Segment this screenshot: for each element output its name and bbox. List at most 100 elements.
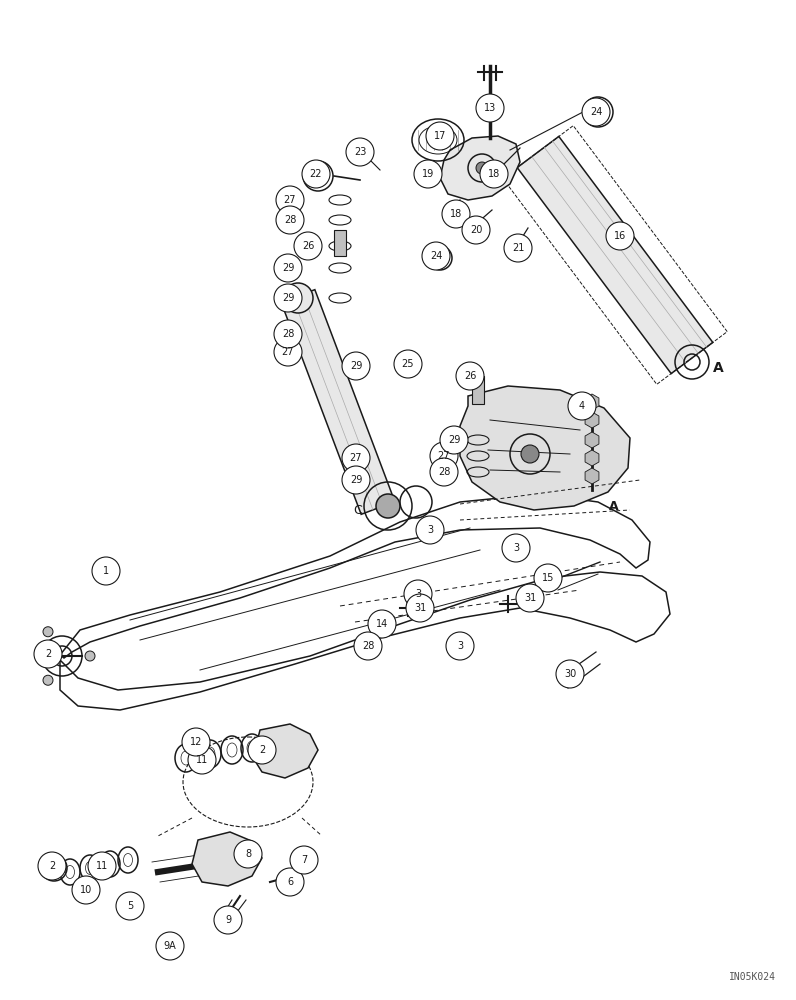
Text: 3: 3 [513,543,519,553]
Text: 29: 29 [282,293,295,303]
Circle shape [288,871,298,881]
Polygon shape [517,136,713,374]
Text: 18: 18 [488,169,500,179]
Text: 22: 22 [310,169,322,179]
Circle shape [534,564,562,592]
Circle shape [294,232,322,260]
Polygon shape [585,468,599,484]
Polygon shape [440,136,520,200]
Circle shape [462,216,490,244]
Circle shape [156,932,184,960]
Polygon shape [585,394,599,410]
Text: 23: 23 [353,147,366,157]
Text: 5: 5 [127,901,133,911]
Polygon shape [585,432,599,448]
Circle shape [404,580,432,608]
Circle shape [290,846,318,874]
Text: 28: 28 [284,215,296,225]
Bar [472,376,484,404]
Text: 11: 11 [96,861,108,871]
Circle shape [43,627,53,637]
Text: C: C [353,504,362,516]
Circle shape [342,466,370,494]
Circle shape [342,444,370,472]
Text: 30: 30 [564,669,576,679]
Text: 26: 26 [302,241,314,251]
Circle shape [276,206,304,234]
Text: 6: 6 [287,877,293,887]
Circle shape [430,458,458,486]
Circle shape [426,122,454,150]
Text: 8: 8 [245,849,251,859]
Text: 4: 4 [579,401,585,411]
Text: 17: 17 [434,131,447,141]
Text: 3: 3 [415,589,421,599]
Circle shape [504,234,532,262]
Circle shape [568,392,596,420]
Text: 25: 25 [402,359,414,369]
Circle shape [274,254,302,282]
Circle shape [416,516,444,544]
Text: 29: 29 [282,263,295,273]
Text: 31: 31 [414,603,426,613]
Circle shape [188,746,216,774]
Text: 3: 3 [457,641,463,651]
Text: 31: 31 [524,593,537,603]
Text: IN05K024: IN05K024 [729,972,776,982]
Circle shape [182,728,210,756]
Polygon shape [281,290,395,514]
Text: 29: 29 [448,435,460,445]
Text: 29: 29 [349,475,362,485]
Text: 28: 28 [282,329,295,339]
Circle shape [302,160,330,188]
Circle shape [582,98,610,126]
Text: 21: 21 [512,243,525,253]
Text: 18: 18 [450,209,462,219]
Circle shape [394,350,422,378]
Text: 27: 27 [282,347,295,357]
Circle shape [606,222,634,250]
Circle shape [456,362,484,390]
Circle shape [346,138,374,166]
Text: 28: 28 [362,641,374,651]
Polygon shape [585,412,599,428]
Circle shape [276,868,304,896]
Circle shape [442,200,470,228]
Circle shape [85,651,95,661]
Circle shape [446,632,474,660]
Text: 27: 27 [283,195,296,205]
Circle shape [274,284,302,312]
Text: 2: 2 [45,649,51,659]
Circle shape [502,534,530,562]
Text: 27: 27 [349,453,362,463]
Polygon shape [252,724,318,778]
Circle shape [480,160,508,188]
Circle shape [342,352,370,380]
Polygon shape [585,450,599,466]
Text: 29: 29 [349,361,362,371]
Circle shape [476,94,504,122]
Text: 2: 2 [49,861,55,871]
Circle shape [356,148,368,160]
Circle shape [274,338,302,366]
Text: 24: 24 [430,251,443,261]
Circle shape [88,852,116,880]
Circle shape [414,160,442,188]
Circle shape [234,840,262,868]
Circle shape [521,445,539,463]
Circle shape [38,852,66,880]
Bar [334,230,346,256]
Text: 11: 11 [196,755,208,765]
Text: 2: 2 [259,745,265,755]
Circle shape [283,283,313,313]
Text: 16: 16 [614,231,626,241]
Circle shape [43,675,53,685]
Polygon shape [192,832,262,886]
Text: 28: 28 [438,467,451,477]
Text: 20: 20 [470,225,482,235]
Text: 14: 14 [376,619,388,629]
Text: 19: 19 [422,169,434,179]
Text: 7: 7 [301,855,307,865]
Circle shape [116,892,144,920]
Circle shape [516,584,544,612]
